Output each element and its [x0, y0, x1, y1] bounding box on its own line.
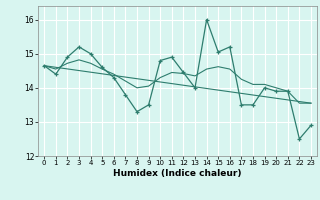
X-axis label: Humidex (Indice chaleur): Humidex (Indice chaleur) [113, 169, 242, 178]
